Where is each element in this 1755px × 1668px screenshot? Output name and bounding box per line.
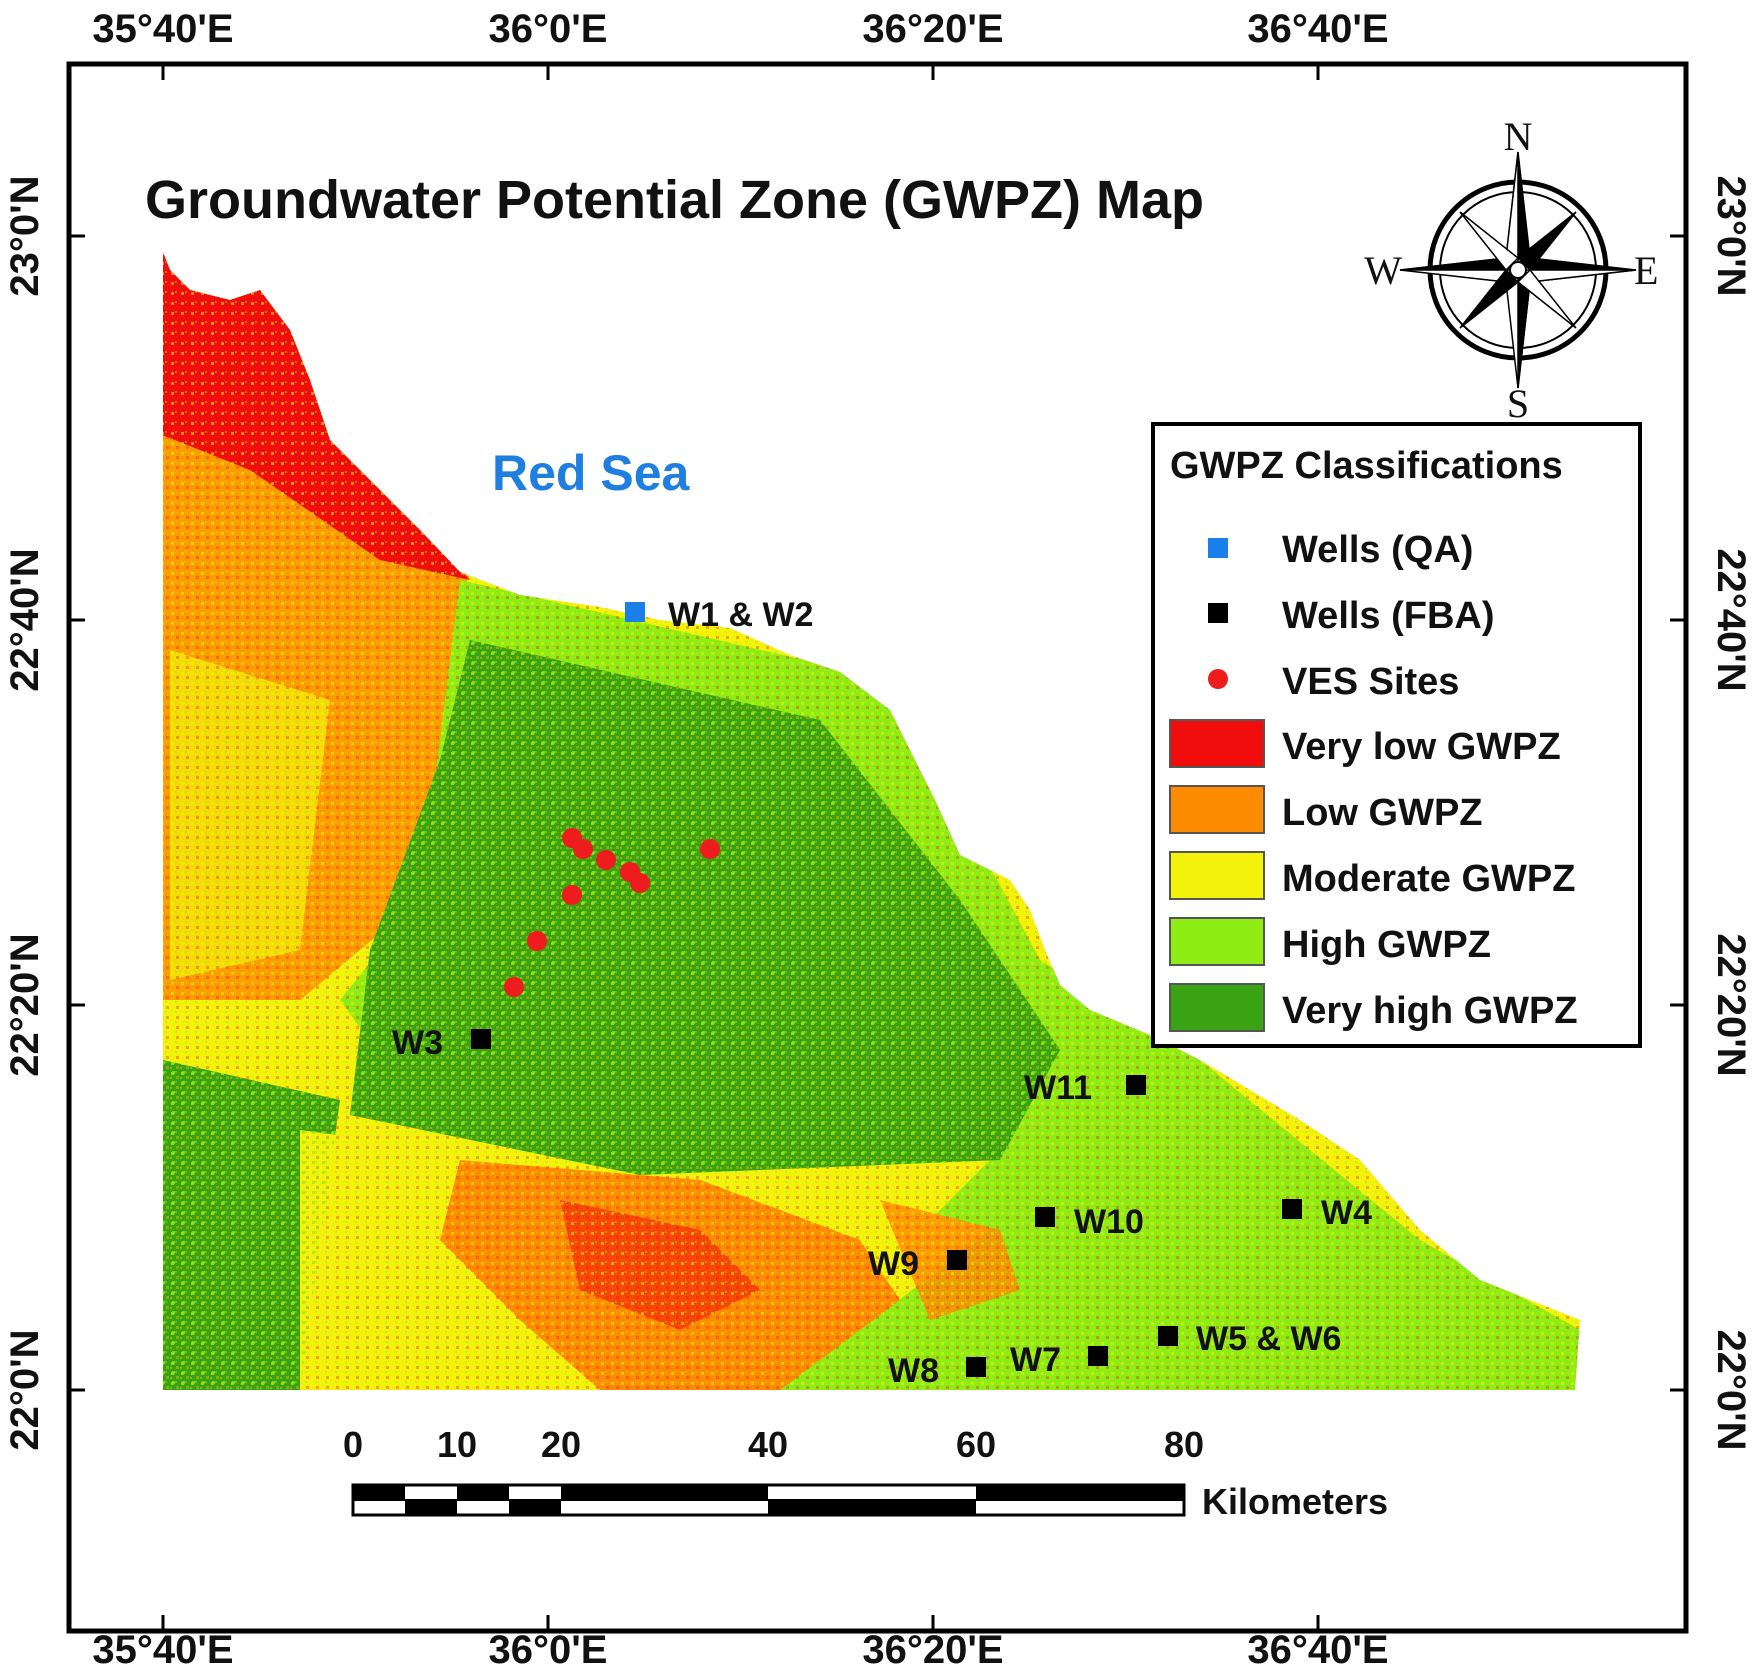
lat-label: 22°0'N xyxy=(1709,1329,1753,1450)
well-marker-fba xyxy=(1282,1199,1302,1219)
ves-site-marker xyxy=(504,977,524,997)
scale-tick-label: 40 xyxy=(748,1424,788,1465)
ves-sites xyxy=(504,828,720,997)
well-marker-fba xyxy=(947,1250,967,1270)
lat-label: 22°40'N xyxy=(1709,548,1753,691)
well-marker-fba xyxy=(1126,1075,1146,1095)
well-marker-qa xyxy=(625,602,645,622)
lat-label: 22°40'N xyxy=(3,548,47,691)
well-label: W4 xyxy=(1321,1194,1372,1232)
compass-rose-icon: N S E W xyxy=(1364,114,1658,426)
legend-label: VES Sites xyxy=(1282,661,1459,703)
lat-label: 23°0'N xyxy=(3,175,47,296)
scale-tick-label: 20 xyxy=(541,1424,581,1465)
longitude-labels-top: 35°40'E 36°0'E 36°20'E 36°40'E xyxy=(92,7,1388,51)
well-label: W7 xyxy=(1010,1341,1061,1379)
well-marker-fba xyxy=(1158,1326,1178,1346)
legend-label: Moderate GWPZ xyxy=(1282,858,1575,900)
legend-swatch xyxy=(1169,785,1265,834)
legend-swatch xyxy=(1208,538,1228,558)
wells: W1 & W2 W3 W11 W10 W4 W9 W5 & W6 W7 W8 xyxy=(392,596,1372,1390)
well-label: W10 xyxy=(1074,1203,1144,1241)
ves-site-marker xyxy=(527,931,547,951)
legend-label: Low GWPZ xyxy=(1282,792,1483,834)
ves-site-marker xyxy=(630,873,650,893)
legend-swatch xyxy=(1169,983,1265,1032)
legend-title: GWPZ Classifications xyxy=(1170,445,1563,487)
legend-label: Very high GWPZ xyxy=(1282,990,1578,1032)
ves-site-marker xyxy=(700,839,720,859)
scale-tick-label: 80 xyxy=(1164,1424,1204,1465)
graticule-ticks xyxy=(69,64,1686,1631)
well-label: W5 & W6 xyxy=(1196,1320,1341,1358)
legend-label: High GWPZ xyxy=(1282,924,1491,966)
compass-s: S xyxy=(1507,381,1529,426)
lon-label: 36°40'E xyxy=(1247,7,1388,51)
ves-site-marker xyxy=(562,885,582,905)
legend-label: Wells (FBA) xyxy=(1282,595,1495,637)
sea-label: Red Sea xyxy=(492,445,691,501)
longitude-labels-bottom: 35°40'E 36°0'E 36°20'E 36°40'E xyxy=(92,1628,1388,1668)
scale-tick-label: 60 xyxy=(956,1424,996,1465)
scale-tick-label: 0 xyxy=(343,1424,363,1465)
compass-n: N xyxy=(1504,114,1533,159)
well-label: W3 xyxy=(392,1024,443,1062)
legend-swatch xyxy=(1169,917,1265,966)
ves-site-marker xyxy=(573,839,593,859)
lat-label: 22°0'N xyxy=(3,1329,47,1450)
lon-label: 36°20'E xyxy=(862,7,1003,51)
lon-label: 36°40'E xyxy=(1247,1628,1388,1668)
map-title: Groundwater Potential Zone (GWPZ) Map xyxy=(145,170,1204,230)
lon-label: 36°0'E xyxy=(489,7,608,51)
latitude-labels-left: 23°0'N 22°40'N 22°20'N 22°0'N xyxy=(3,175,47,1450)
legend-swatch xyxy=(1208,669,1228,689)
well-label: W11 xyxy=(1024,1069,1092,1107)
legend-swatch xyxy=(1169,851,1265,900)
well-marker-fba xyxy=(1035,1207,1055,1227)
well-label: W9 xyxy=(868,1245,919,1283)
map-frame xyxy=(66,61,1689,1634)
legend-swatch xyxy=(1169,719,1265,768)
legend-label: Very low GWPZ xyxy=(1282,726,1561,768)
legend-swatch xyxy=(1208,603,1228,623)
scale-bar: 0 10 20 40 60 80 Kilometers xyxy=(343,1424,1388,1522)
legend-label: Wells (QA) xyxy=(1282,529,1473,571)
compass-e: E xyxy=(1634,248,1658,293)
well-label: W8 xyxy=(888,1352,939,1390)
well-label: W1 & W2 xyxy=(668,596,813,634)
well-marker-fba xyxy=(966,1357,986,1377)
scale-tick-label: 10 xyxy=(437,1424,477,1465)
lon-label: 35°40'E xyxy=(92,1628,233,1668)
lon-label: 35°40'E xyxy=(92,7,233,51)
well-marker-fba xyxy=(1088,1346,1108,1366)
ves-site-marker xyxy=(596,850,616,870)
latitude-labels-right: 23°0'N 22°40'N 22°20'N 22°0'N xyxy=(1709,175,1753,1450)
lat-label: 22°20'N xyxy=(3,933,47,1076)
lat-label: 22°20'N xyxy=(1709,933,1753,1076)
scale-unit: Kilometers xyxy=(1202,1481,1388,1522)
legend: GWPZ Classifications Wells (QA) Wells (F… xyxy=(1151,422,1642,1048)
lon-label: 36°0'E xyxy=(489,1628,608,1668)
lon-label: 36°20'E xyxy=(862,1628,1003,1668)
compass-w: W xyxy=(1364,248,1402,293)
lat-label: 23°0'N xyxy=(1709,175,1753,296)
well-marker-fba xyxy=(471,1029,491,1049)
